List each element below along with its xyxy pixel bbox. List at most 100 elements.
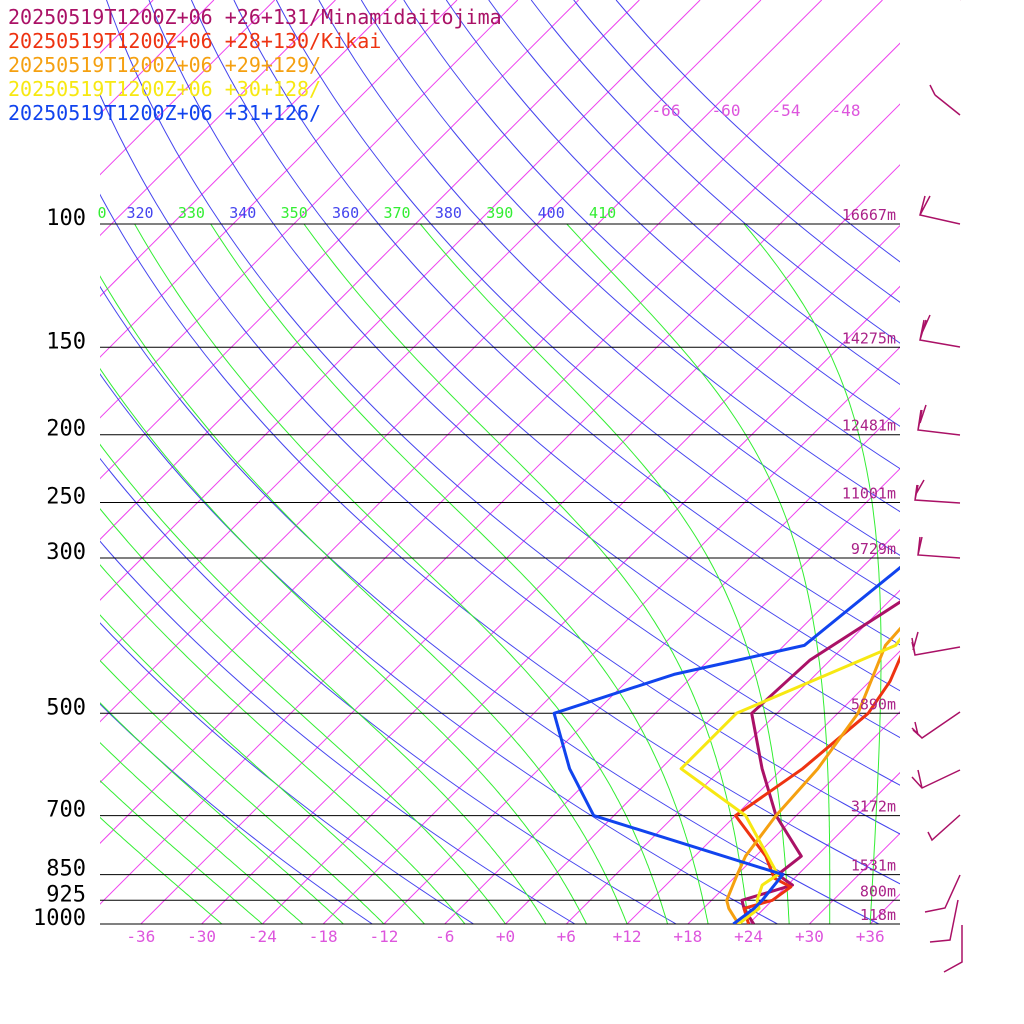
temperature-tick-label: -18 [309, 927, 338, 946]
pressure-label: 200 [46, 417, 86, 442]
isotherm-line [140, 164, 900, 924]
pressure-label: 300 [46, 540, 86, 565]
dry-adiabat-line [100, 703, 373, 924]
isotherm-label: -54 [772, 101, 801, 120]
height-label: 9729m [851, 540, 896, 558]
wind-barb [919, 314, 961, 348]
pressure-label: 150 [46, 329, 86, 354]
theta-label: 320 [126, 204, 153, 222]
theta-label: 350 [281, 204, 308, 222]
height-label: 14275m [842, 329, 896, 347]
temperature-tick-label: -6 [435, 927, 454, 946]
dry-adiabat-line [573, 0, 900, 303]
isotherm-line [100, 0, 154, 54]
dry-adiabat-line [100, 540, 576, 924]
legend-entry: 20250519T1200Z+06 +31+126/ [8, 101, 321, 125]
height-label: 11001m [842, 485, 896, 503]
wind-barb [924, 874, 961, 913]
temperature-tick-label: -12 [369, 927, 398, 946]
isotherm-line [100, 0, 336, 237]
isotherm-line [0, 0, 92, 924]
dry-adiabat-line [615, 0, 900, 263]
isotherm-line [809, 832, 900, 924]
wind-barb [918, 195, 961, 225]
theta-label: 370 [383, 204, 410, 222]
dry-adiabat-line [100, 285, 880, 924]
isotherm-line [100, 0, 397, 297]
isotherm-line [931, 0, 1024, 924]
theta-label: 330 [178, 204, 205, 222]
pressure-label: 100 [46, 206, 86, 231]
isotherm-line [100, 0, 579, 480]
dry-adiabat-line [530, 0, 900, 344]
temperature-tick-label: -24 [248, 927, 277, 946]
legend-entry: 20250519T1200Z+06 +28+130/Kikai [8, 29, 381, 53]
temperature-tick-label: +30 [795, 927, 824, 946]
temperature-tick-label: -36 [126, 927, 155, 946]
wind-barb [943, 925, 963, 973]
wind-barb [929, 899, 959, 943]
isotherm-line [201, 224, 900, 924]
wind-barb [911, 711, 961, 739]
wind-barb [917, 404, 961, 436]
height-label: 800m [860, 882, 896, 900]
isotherm-line [262, 285, 900, 924]
theta-label: 410 [589, 204, 616, 222]
theta-label: 380 [435, 204, 462, 222]
pressure-label: 925 [46, 882, 86, 907]
isotherm-line [100, 103, 900, 905]
isotherm-label: -66 [652, 101, 681, 120]
legend: 20250519T1200Z+06 +26+131/Minamidaitojim… [8, 5, 502, 125]
temperature-series [552, 565, 900, 924]
series-line [725, 626, 900, 924]
isotherm-line [322, 346, 900, 924]
moist-adiabat-line [100, 275, 628, 924]
isotherm-line [100, 0, 519, 419]
dry-adiabat-lines [100, 0, 900, 924]
isotherm-line [869, 893, 900, 924]
dry-adiabat-line [360, 0, 900, 513]
isotherm-line [0, 0, 32, 924]
wind-barb [914, 479, 961, 504]
isotherm-line [100, 42, 900, 844]
temperature-tick-label: +0 [496, 927, 515, 946]
temperature-tick-label: +36 [856, 927, 885, 946]
isotherm-line [100, 0, 276, 176]
wind-barbs [911, 0, 963, 973]
isotherm-line [626, 650, 900, 924]
isotherm-line [100, 0, 215, 115]
wind-barb [927, 814, 961, 842]
dry-adiabat-line [445, 0, 900, 427]
wind-barb [929, 84, 961, 116]
height-label: 5890m [851, 695, 896, 713]
series-line [740, 600, 900, 924]
isotherm-line [100, 0, 823, 723]
theta-label: 360 [332, 204, 359, 222]
isotherm-line [565, 589, 900, 924]
temperature-tick-label: -30 [187, 927, 216, 946]
dry-adiabat-line [275, 0, 900, 601]
theta-label: 0 [97, 204, 106, 222]
wind-barb [917, 536, 961, 559]
wind-barb [911, 631, 961, 656]
isotherm-line [100, 0, 762, 662]
isotherm-line [100, 0, 640, 541]
series-line [552, 565, 900, 924]
temperature-tick-label: +18 [673, 927, 702, 946]
dry-adiabat-line [100, 622, 474, 924]
moist-adiabat-line [100, 367, 587, 924]
isotherm-lines [0, 0, 1024, 924]
pressure-label: 250 [46, 485, 86, 510]
pressure-label: 700 [46, 798, 86, 823]
temperature-tick-label: +6 [557, 927, 576, 946]
isotherm-line [100, 0, 701, 601]
pressure-label: 850 [46, 857, 86, 882]
pressure-label: 500 [46, 695, 86, 720]
series-line [679, 637, 900, 924]
series-line [734, 654, 900, 924]
height-label: 1531m [851, 857, 896, 875]
pressure-label: 1000 [33, 906, 86, 931]
isotherm-label: -48 [832, 101, 861, 120]
dry-adiabat-line [106, 0, 900, 786]
